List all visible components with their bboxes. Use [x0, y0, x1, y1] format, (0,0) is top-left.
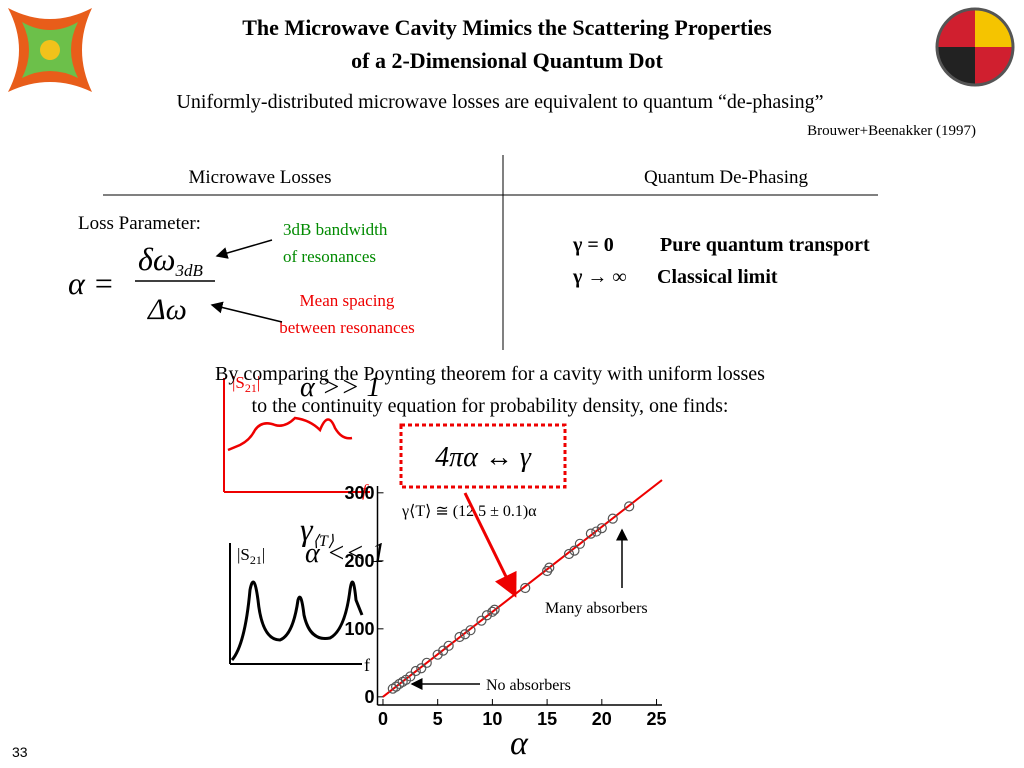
- fit-line: [382, 479, 663, 698]
- relation-box: [399, 423, 567, 489]
- data-point: [563, 548, 575, 560]
- data-point: [585, 528, 596, 539]
- data-point: [481, 610, 493, 621]
- regime: α << 1: [305, 538, 386, 569]
- spacing-note: between resonances: [279, 318, 414, 337]
- y-tick-label: 0: [364, 687, 374, 707]
- data-point: [624, 501, 635, 512]
- axis-label: f: [362, 481, 369, 500]
- meaning: Pure quantum transport: [660, 234, 870, 256]
- arrow: [215, 239, 273, 259]
- subtitle: Uniformly-distributed microwave losses a…: [176, 91, 823, 113]
- meaning: Classical limit: [657, 266, 778, 288]
- x-axis-label: α: [510, 725, 529, 762]
- numerator-sub: 3dB: [174, 261, 203, 280]
- y-tick-label: 300: [344, 483, 374, 503]
- axis-label: f: [364, 655, 370, 675]
- conclusion: By comparing the Poynting theorem for a …: [215, 363, 765, 385]
- condition: γ → ∞: [572, 266, 627, 288]
- data-point: [569, 545, 580, 556]
- y-axis-label: γ⟨T⟩: [300, 511, 335, 550]
- bandwidth-note: of resonances: [283, 247, 376, 266]
- label-end: |: [257, 373, 260, 392]
- annotation: No absorbers: [486, 677, 571, 694]
- relation: 4πα ↔ γ: [435, 442, 532, 473]
- fit-arrow: [463, 492, 517, 598]
- data-point: [487, 606, 498, 617]
- data-point: [574, 538, 586, 549]
- ylabel-sub: ⟨T⟩: [313, 533, 335, 550]
- spacing-note: Mean spacing: [300, 291, 395, 310]
- title: of a 2-Dimensional Quantum Dot: [351, 48, 663, 73]
- y-tick-label: 200: [344, 551, 374, 571]
- column-header: Microwave Losses: [189, 167, 332, 188]
- citation: Brouwer+Beenakker (1997): [807, 123, 976, 139]
- x-tick-label: 10: [482, 709, 502, 729]
- ylabel: γ: [300, 511, 314, 547]
- numerator: δω: [138, 241, 175, 277]
- page-number: 33: [12, 744, 28, 760]
- loss-label: Loss Parameter:: [78, 213, 201, 234]
- fit-label: γ⟨T⟩ ≅ (12.5 ± 0.1)α: [401, 503, 537, 520]
- regime: α >> 1: [300, 372, 381, 403]
- x-tick-label: 15: [537, 709, 557, 729]
- right-logo: [935, 7, 1015, 87]
- spectrum-high-loss: [223, 378, 370, 493]
- data-point: [454, 631, 465, 643]
- data-point: [520, 582, 531, 594]
- column-header: Quantum De-Phasing: [644, 167, 809, 188]
- label: |S: [237, 545, 250, 564]
- data-point: [476, 615, 487, 626]
- label: |S: [232, 373, 245, 392]
- data-point: [544, 562, 555, 573]
- conclusion: to the continuity equation for probabili…: [252, 395, 729, 417]
- formula-denominator: Δω: [147, 293, 187, 326]
- data-point: [465, 625, 476, 636]
- data-point: [489, 604, 500, 615]
- title: The Microwave Cavity Mimics the Scatteri…: [242, 15, 772, 40]
- data-point: [387, 683, 398, 694]
- data-point: [405, 671, 416, 682]
- x-tick-label: 20: [592, 709, 612, 729]
- scatter-plot: 0 5 10 15 20 25 0 100 200 300: [344, 479, 667, 729]
- x-tick-label: 0: [378, 709, 388, 729]
- x-tick-label: 5: [433, 709, 443, 729]
- formula-lhs: α =: [68, 265, 114, 301]
- spectrum-label: |S21|: [232, 373, 260, 395]
- spectrum-low-loss: [229, 543, 364, 665]
- x-tick-label: 25: [647, 709, 667, 729]
- data-point: [443, 640, 454, 651]
- data-point: [591, 526, 602, 537]
- y-tick-label: 100: [344, 619, 374, 639]
- data-point: [410, 665, 421, 677]
- arrow: [210, 301, 283, 323]
- data-point: [421, 657, 432, 668]
- formula-numerator: δω3dB: [138, 241, 203, 280]
- label-sub: 21: [250, 553, 262, 567]
- bandwidth-note: 3dB bandwidth: [283, 220, 388, 239]
- data-point: [607, 513, 618, 524]
- label-sub: 21: [245, 381, 257, 395]
- condition: γ = 0: [572, 234, 614, 256]
- data-point: [397, 676, 408, 687]
- data-point: [391, 681, 402, 692]
- annotation: Many absorbers: [545, 600, 648, 617]
- data-point: [596, 523, 607, 534]
- data-point: [416, 663, 427, 674]
- label-end: |: [262, 545, 265, 564]
- left-logo: [8, 8, 92, 92]
- spectrum-label: |S21|: [237, 545, 265, 567]
